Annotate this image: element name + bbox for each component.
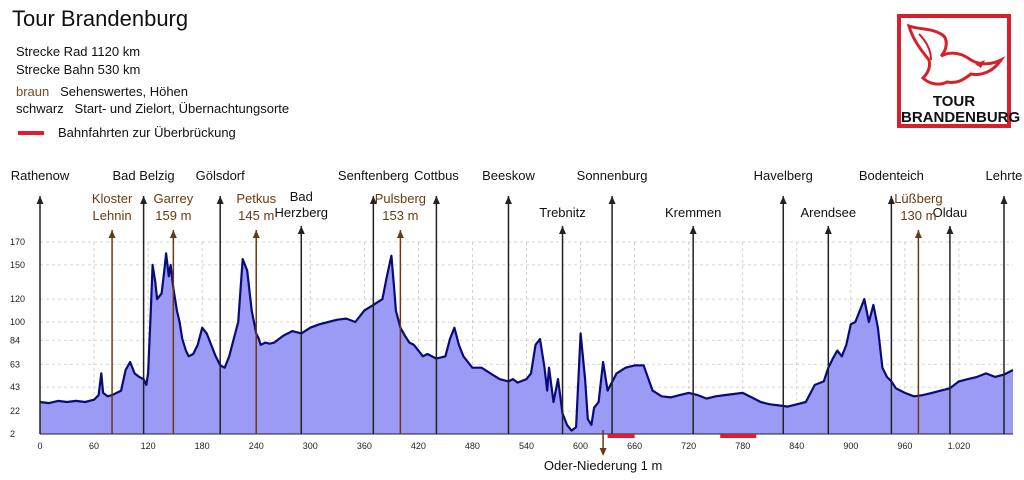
x-tick-label: 900 [843, 441, 858, 451]
brown-marker-value: 159 m [155, 208, 191, 223]
brown-marker-value: 153 m [382, 208, 418, 223]
arrow-head [169, 230, 177, 238]
eagle-icon [906, 23, 1006, 86]
arrow-head [1000, 196, 1008, 204]
route-rail-length: Strecke Bahn 530 km [16, 62, 141, 77]
black-marker-label: Herzberg [275, 205, 328, 220]
black-marker-label: Gölsdorf [196, 168, 246, 183]
rail-segment [607, 434, 635, 438]
x-tick-label: 780 [735, 441, 750, 451]
x-tick-label: 300 [303, 441, 318, 451]
brown-marker-label: Pulsberg [375, 191, 426, 206]
page-title: Tour Brandenburg [12, 6, 189, 31]
y-tick-label: 2 [10, 429, 15, 439]
route-bike-length: Strecke Rad 1120 km [16, 44, 141, 59]
arrow-head [559, 226, 567, 234]
arrow-head [396, 230, 404, 238]
x-tick-label: 420 [411, 441, 426, 451]
legend-black-text: Start- und Zielort, Übernachtungsorte [74, 101, 290, 116]
x-tick-label: 360 [357, 441, 372, 451]
x-tick-label: 60 [89, 441, 99, 451]
black-marker-label: Bodenteich [859, 168, 924, 183]
brown-marker-label: Petkus [236, 191, 276, 206]
black-marker-label: Bad Belzig [113, 168, 175, 183]
arrow-head [887, 196, 895, 204]
x-tick-label: 660 [627, 441, 642, 451]
arrow-head [504, 196, 512, 204]
arrow-head [252, 230, 260, 238]
elevation-area [40, 253, 1013, 434]
y-tick-label: 150 [10, 260, 25, 270]
x-tick-label: 240 [249, 441, 264, 451]
black-marker-label: Arendsee [800, 205, 856, 220]
brown-marker-value: 145 m [238, 208, 274, 223]
x-tick-label: 840 [789, 441, 804, 451]
brown-marker-value: Lehnin [93, 208, 132, 223]
rail-segment [720, 434, 757, 438]
brown-marker-label: Garrey [153, 191, 193, 206]
x-tick-label: 1.020 [948, 441, 971, 451]
y-tick-label: 84 [10, 335, 20, 345]
x-tick-label: 960 [897, 441, 912, 451]
y-tick-label: 63 [10, 359, 20, 369]
brown-marker-value: 130 m [900, 208, 936, 223]
y-tick-label: 100 [10, 317, 25, 327]
arrow-head [914, 230, 922, 238]
black-marker-label: Rathenow [11, 168, 70, 183]
arrow-head [608, 196, 616, 204]
brown-marker-label: Lüßberg [894, 191, 942, 206]
arrow-head [140, 196, 148, 204]
arrow-head [689, 226, 697, 234]
black-marker-label: Kremmen [665, 205, 721, 220]
black-marker-label: Oldau [933, 205, 968, 220]
x-tick-label: 480 [465, 441, 480, 451]
legend-red-text: Bahnfahrten zur Überbrückung [58, 125, 236, 140]
logo-line1: TOUR [932, 93, 976, 110]
black-marker-label: Cottbus [414, 168, 459, 183]
arrow-head [779, 196, 787, 204]
x-tick-label: 720 [681, 441, 696, 451]
arrow-head [36, 196, 44, 204]
y-tick-label: 22 [10, 406, 20, 416]
arrow-head [108, 230, 116, 238]
arrow-head [297, 226, 305, 234]
legend-red-line [18, 131, 44, 135]
arrow-head [369, 196, 377, 204]
legend-black: schwarz Start- und Zielort, Übernachtung… [16, 101, 289, 116]
black-marker-label: Lehrte [986, 168, 1023, 183]
x-tick-label: 540 [519, 441, 534, 451]
black-marker-label: Sonnenburg [577, 168, 648, 183]
legend-black-key: schwarz [16, 101, 64, 116]
black-marker-label: Beeskow [482, 168, 535, 183]
y-tick-label: 170 [10, 237, 25, 247]
x-tick-label: 0 [37, 441, 42, 451]
arrow-head [946, 226, 954, 234]
black-marker-label: Havelberg [754, 168, 813, 183]
legend-brown-text: Sehenswertes, Höhen [60, 84, 189, 99]
x-tick-label: 180 [195, 441, 210, 451]
legend-brown-key: braun [16, 84, 50, 99]
arrow-head [432, 196, 440, 204]
y-tick-label: 120 [10, 294, 25, 304]
legend-brown: braun Sehenswertes, Höhen [16, 84, 188, 99]
x-tick-label: 120 [141, 441, 156, 451]
arrow-head [216, 196, 224, 204]
arrow-head [599, 448, 607, 456]
rail-segments [607, 434, 757, 438]
tour-brandenburg-logo: TOUR BRANDENBURG [897, 14, 1021, 128]
brown-marker-label: Kloster [92, 191, 133, 206]
arrow-head [824, 226, 832, 234]
black-marker-label: Trebnitz [539, 205, 585, 220]
x-tick-label: 600 [573, 441, 588, 451]
y-tick-label: 43 [10, 382, 20, 392]
black-marker-label: Senftenberg [338, 168, 409, 183]
logo-line2: BRANDENBURG [901, 109, 1021, 126]
low-marker-label: Oder-Niederung 1 m [544, 458, 663, 473]
black-marker-label: Bad [290, 189, 313, 204]
